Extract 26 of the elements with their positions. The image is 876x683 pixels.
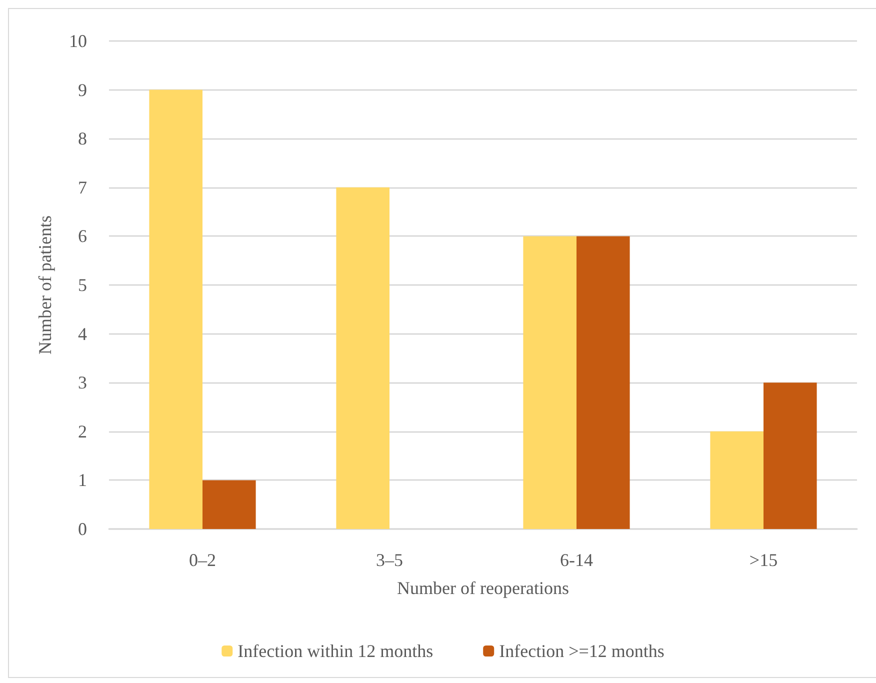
y-axis-title: Number of patients [35, 216, 55, 354]
y-tick-label: 8 [78, 128, 87, 149]
x-tick-label: 3–5 [376, 550, 403, 570]
bar [336, 187, 390, 529]
y-tick-label: 1 [78, 470, 87, 490]
bar [576, 236, 630, 529]
y-tick-label: 4 [78, 324, 87, 344]
x-tick-label: 6-14 [560, 550, 593, 570]
bar [149, 90, 202, 529]
bar [710, 431, 764, 529]
y-tick-label: 5 [78, 275, 87, 295]
y-tick-label: 2 [78, 421, 87, 442]
bar [202, 480, 256, 529]
legend-label: Infection within 12 months [238, 641, 434, 661]
y-tick-label: 3 [78, 372, 87, 393]
y-tick-label: 6 [78, 226, 87, 246]
y-tick-label: 9 [78, 80, 87, 100]
bar [764, 382, 817, 529]
x-tick-label: >15 [749, 550, 778, 570]
x-axis-title: Number of reoperations [397, 578, 569, 598]
legend-label: Infection >=12 months [499, 641, 664, 661]
y-tick-label: 7 [78, 177, 87, 198]
x-tick-label: 0–2 [189, 550, 216, 570]
bar [523, 236, 576, 529]
y-tick-label: 10 [69, 31, 87, 51]
y-tick-label: 0 [78, 519, 87, 539]
